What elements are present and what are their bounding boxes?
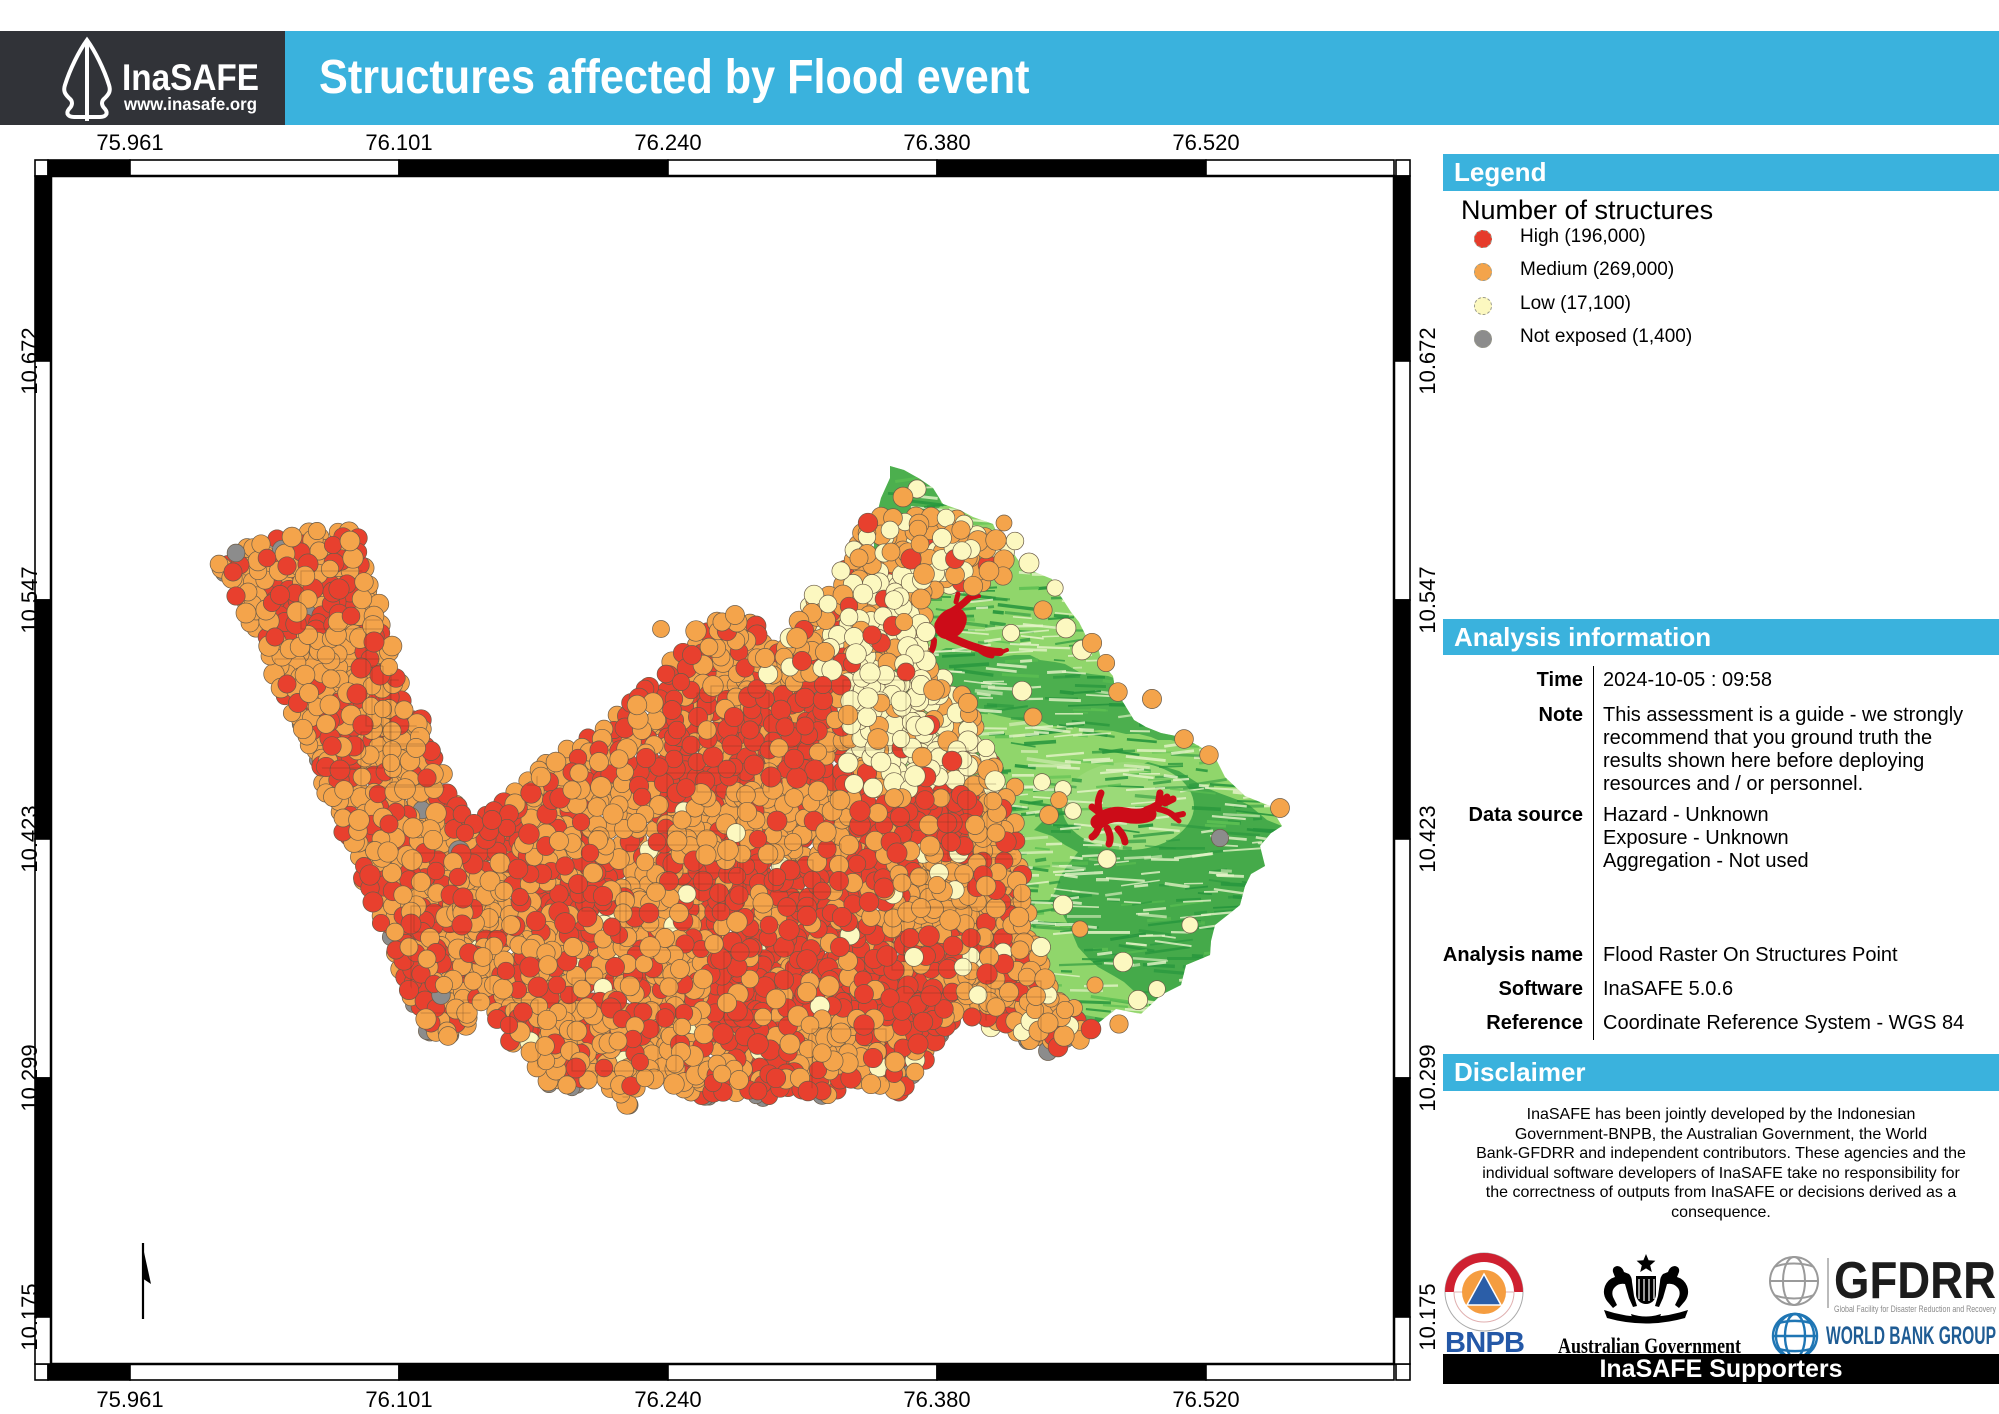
svg-text:WORLD BANK GROUP: WORLD BANK GROUP <box>1826 1322 1996 1350</box>
svg-text:InaSAFE: InaSAFE <box>122 57 259 98</box>
svg-text:Global Facility for Disaster R: Global Facility for Disaster Reduction a… <box>1834 1304 1996 1315</box>
svg-text:GFDRR: GFDRR <box>1834 1252 1996 1310</box>
svg-text:www.inasafe.org: www.inasafe.org <box>123 94 257 114</box>
